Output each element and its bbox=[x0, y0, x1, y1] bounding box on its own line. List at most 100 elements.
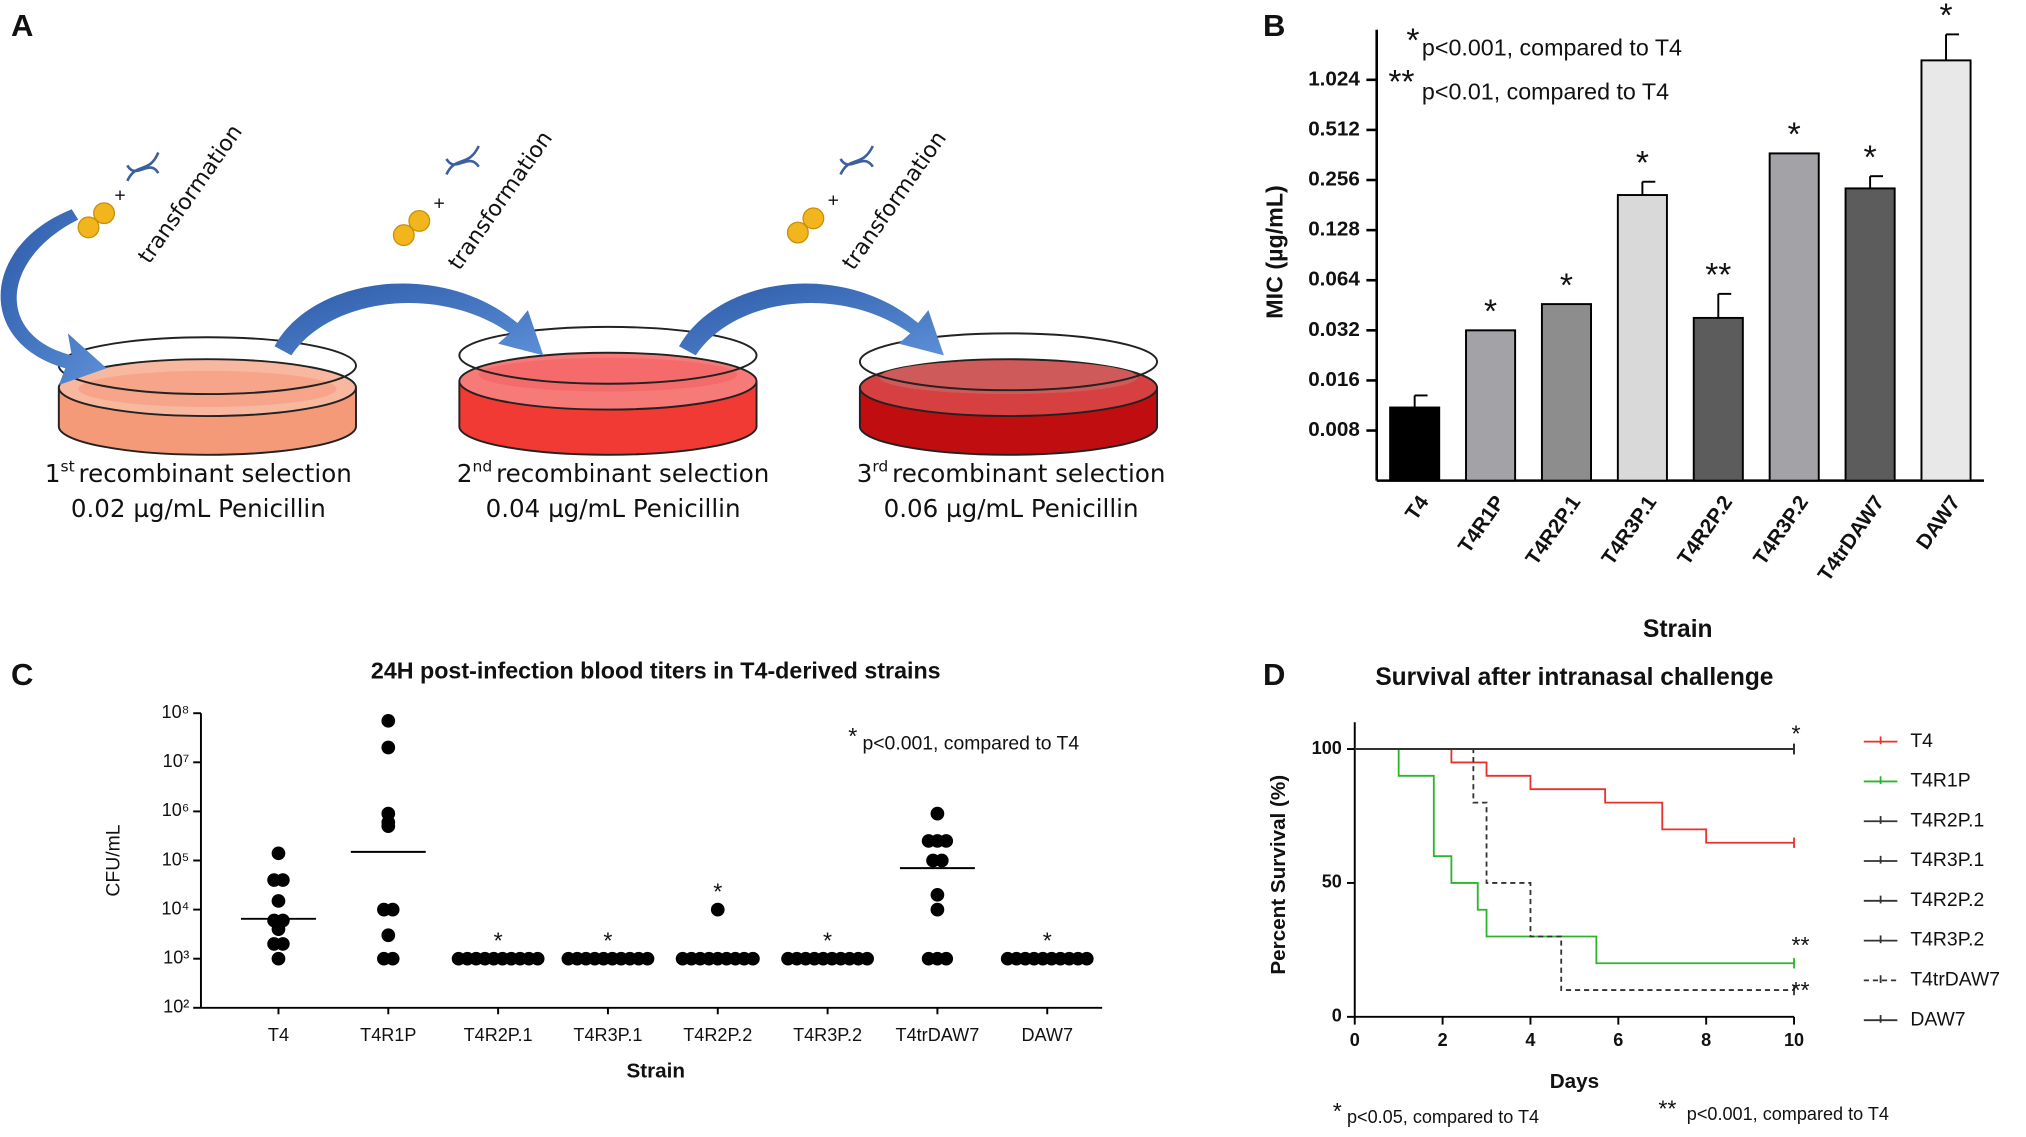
panel-label: A bbox=[11, 8, 33, 43]
y-tick-label: 10³ bbox=[163, 947, 189, 967]
x-tick-label: T4R3P.1 bbox=[1597, 492, 1661, 570]
data-point bbox=[271, 922, 286, 936]
x-tick-label: 8 bbox=[1701, 1030, 1711, 1050]
survival-line bbox=[1354, 748, 1795, 844]
data-point bbox=[860, 951, 874, 966]
bar bbox=[1768, 152, 1820, 482]
significance: * bbox=[1636, 145, 1649, 182]
y-tick-label: 0.064 bbox=[1308, 268, 1360, 291]
significance: * bbox=[823, 927, 832, 953]
survival-line bbox=[1354, 748, 1795, 965]
footnote-symbol: ** bbox=[1658, 1095, 1676, 1121]
concentration: 0.06 µg/mL Penicillin bbox=[884, 494, 1139, 523]
x-tick-label: T4R3P.2 bbox=[793, 1025, 862, 1045]
x-tick-label: T4R1P bbox=[1454, 491, 1510, 557]
y-tick-label: 0.008 bbox=[1308, 418, 1360, 441]
data-point bbox=[930, 887, 945, 902]
footnote-text: p<0.05, compared to T4 bbox=[1347, 1107, 1539, 1127]
y-tick-label: 10⁸ bbox=[162, 702, 190, 722]
significance: ** bbox=[1705, 257, 1731, 294]
bar bbox=[1389, 406, 1441, 482]
legend-label: T4 bbox=[1910, 730, 1933, 752]
step-caption: 3rd recombinant selection bbox=[857, 458, 1166, 488]
y-axis-label: MIC (µg/mL) bbox=[1261, 185, 1287, 318]
step-caption: 1st recombinant selection bbox=[45, 458, 352, 488]
data-point bbox=[385, 902, 400, 917]
data-point bbox=[934, 853, 949, 868]
ordinal-suffix: rd bbox=[872, 458, 888, 476]
dish-medium bbox=[78, 370, 337, 407]
data-point bbox=[276, 873, 290, 887]
diagram-art bbox=[0, 145, 1159, 456]
ordinal-suffix: st bbox=[61, 458, 75, 476]
x-tick-label: T4R2P.1 bbox=[1521, 492, 1585, 570]
x-axis-label: Days bbox=[1550, 1070, 1599, 1093]
annotation-symbol: * bbox=[848, 723, 857, 749]
x-tick-label: T4R3P.1 bbox=[573, 1025, 642, 1045]
significance: * bbox=[1864, 139, 1877, 176]
footnote-symbol: * bbox=[1333, 1098, 1342, 1124]
x-tick-label: T4R2P.2 bbox=[1673, 492, 1737, 570]
data-point bbox=[385, 951, 400, 966]
x-tick-label: T4trDAW7 bbox=[896, 1025, 980, 1045]
plus: + bbox=[114, 185, 125, 207]
ordinal: 2 bbox=[457, 459, 473, 488]
data-point bbox=[271, 894, 286, 908]
significance: ** bbox=[1791, 977, 1809, 1003]
data-point bbox=[381, 740, 396, 755]
data-point bbox=[381, 713, 396, 728]
y-tick-label: 0.016 bbox=[1308, 368, 1360, 391]
data-point bbox=[710, 902, 725, 917]
y-axis-label: Percent Survival (%) bbox=[1267, 775, 1290, 975]
x-axis-label: Strain bbox=[626, 1060, 685, 1083]
y-tick-label: 10² bbox=[163, 997, 189, 1017]
significance: * bbox=[603, 927, 612, 953]
step-label: recombinant selection bbox=[79, 459, 352, 488]
y-tick-label: 0.032 bbox=[1308, 318, 1360, 341]
plus: + bbox=[828, 190, 839, 212]
panel-label: C bbox=[11, 657, 33, 692]
significance: ** bbox=[1791, 932, 1809, 958]
bar bbox=[1616, 194, 1668, 482]
arrow bbox=[0, 209, 107, 386]
significance: * bbox=[1560, 267, 1573, 304]
panel-label: B bbox=[1263, 8, 1285, 43]
data-point bbox=[276, 937, 290, 951]
chart-title: 24H post-infection blood titers in T4-de… bbox=[371, 657, 941, 683]
annotation-text: p<0.001, compared to T4 bbox=[1422, 35, 1682, 61]
y-tick-label: 0.512 bbox=[1308, 117, 1360, 140]
data-point bbox=[381, 819, 396, 834]
dish-lid bbox=[458, 325, 758, 385]
significance: * bbox=[1791, 720, 1800, 746]
data-point bbox=[530, 951, 545, 966]
survival-line bbox=[1354, 748, 1795, 991]
arrow bbox=[679, 283, 944, 356]
significance: * bbox=[1484, 294, 1497, 331]
significance: * bbox=[1788, 117, 1801, 154]
annotation-symbol: ** bbox=[1388, 64, 1414, 101]
ordinal: 1 bbox=[45, 459, 61, 488]
significance: * bbox=[494, 927, 503, 953]
y-tick-label: 50 bbox=[1322, 872, 1342, 892]
ordinal: 3 bbox=[857, 459, 873, 488]
bar bbox=[1692, 316, 1744, 482]
y-tick-label: 10⁶ bbox=[162, 800, 190, 820]
data-point bbox=[930, 902, 945, 917]
y-tick-label: 10⁷ bbox=[163, 751, 190, 771]
dish-medium bbox=[478, 357, 738, 392]
data-point bbox=[930, 806, 945, 821]
step-label: recombinant selection bbox=[892, 459, 1165, 488]
legend-label: T4R1P bbox=[1910, 770, 1970, 792]
x-tick-label: T4R3P.2 bbox=[1749, 492, 1813, 570]
panel-label: D bbox=[1263, 657, 1285, 692]
annotation-text: p<0.01, compared to T4 bbox=[1422, 78, 1669, 104]
legend-label: T4R3P.2 bbox=[1910, 929, 1984, 951]
y-tick-label: 1.024 bbox=[1308, 67, 1360, 90]
bar bbox=[1540, 303, 1592, 482]
x-tick-label: DAW7 bbox=[1021, 1025, 1073, 1045]
x-tick-label: 4 bbox=[1525, 1030, 1535, 1050]
data-point bbox=[271, 951, 286, 966]
transformation: transformation bbox=[134, 120, 248, 268]
dish-medium bbox=[879, 360, 1138, 395]
